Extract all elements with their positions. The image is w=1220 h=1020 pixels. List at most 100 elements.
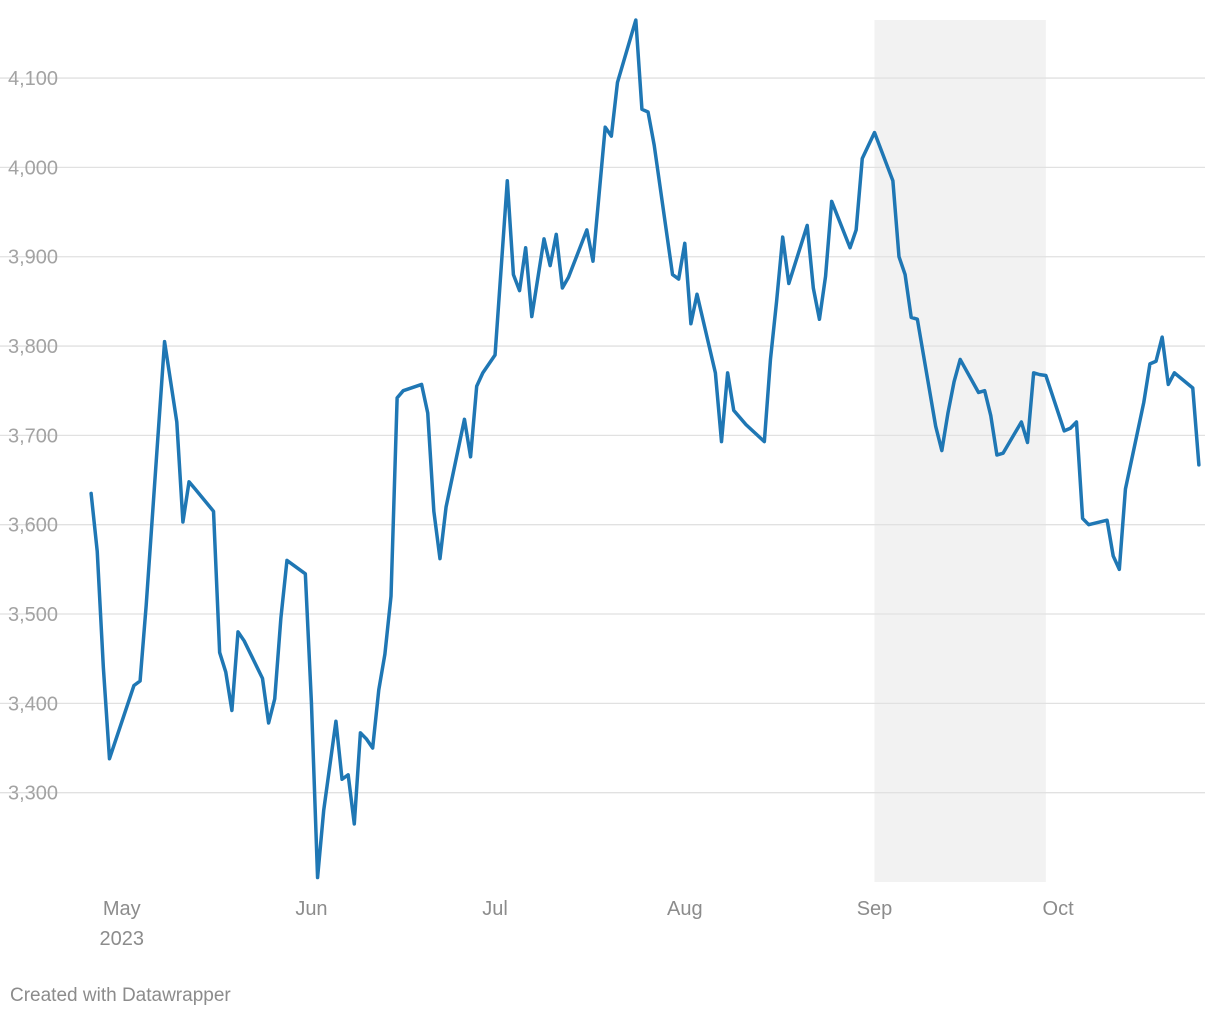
data-point <box>1197 463 1201 467</box>
data-point <box>860 156 864 160</box>
data-point <box>805 223 809 227</box>
credit-text: Created with Datawrapper <box>10 985 231 1006</box>
data-point <box>1087 523 1091 527</box>
data-point <box>316 876 320 880</box>
data-point <box>505 179 509 183</box>
data-point <box>744 423 748 427</box>
data-point <box>713 371 717 375</box>
data-point <box>371 746 375 750</box>
data-point <box>426 411 430 415</box>
data-point <box>983 389 987 393</box>
data-point <box>144 603 148 607</box>
data-point <box>462 417 466 421</box>
data-point <box>132 683 136 687</box>
data-point <box>1032 371 1036 375</box>
data-point <box>542 237 546 241</box>
data-point <box>1081 516 1085 520</box>
data-point <box>720 440 724 444</box>
data-point <box>817 317 821 321</box>
line-chart: 3,300 3,400 3,500 3,600 3,700 3,800 3,900 4,000… <box>0 18 1205 950</box>
data-point <box>242 639 246 643</box>
y-tick-label: 3,900 <box>8 247 58 269</box>
data-point <box>848 246 852 250</box>
data-point <box>524 246 528 250</box>
data-point <box>683 241 687 245</box>
data-point <box>1160 335 1164 339</box>
data-point <box>1062 429 1066 433</box>
data-point <box>340 777 344 781</box>
data-point <box>1026 441 1030 445</box>
data-point <box>1123 487 1127 491</box>
data-point <box>352 822 356 826</box>
y-tick-label: 3,400 <box>8 693 58 715</box>
data-point <box>1191 386 1195 390</box>
data-point <box>101 666 105 670</box>
data-point <box>560 286 564 290</box>
data-point <box>218 650 222 654</box>
x-tick-label: Jun <box>295 898 327 920</box>
data-point <box>566 275 570 279</box>
series-line <box>89 18 1201 880</box>
data-point <box>903 273 907 277</box>
data-point <box>1142 400 1146 404</box>
data-point <box>181 520 185 524</box>
data-point <box>609 134 613 138</box>
data-point <box>591 259 595 263</box>
data-point <box>481 371 485 375</box>
data-point <box>946 411 950 415</box>
data-point <box>652 143 656 147</box>
data-point <box>138 679 142 683</box>
data-point <box>493 353 497 357</box>
data-point <box>677 277 681 281</box>
data-point <box>1038 373 1042 377</box>
data-point <box>395 396 399 400</box>
data-point <box>322 809 326 813</box>
x-tick-label: Sep <box>857 898 893 920</box>
data-point <box>781 235 785 239</box>
data-point <box>224 670 228 674</box>
data-point <box>89 491 93 495</box>
x-tick-label: May <box>103 898 141 920</box>
data-point <box>383 652 387 656</box>
data-point <box>444 505 448 509</box>
data-point <box>934 424 938 428</box>
data-point <box>909 315 913 319</box>
data-point <box>1068 426 1072 430</box>
data-point <box>1111 554 1115 558</box>
data-point <box>726 371 730 375</box>
data-point <box>989 414 993 418</box>
y-tick-label: 3,800 <box>8 336 58 358</box>
data-point <box>1044 374 1048 378</box>
x-tick-label: Jul <box>482 898 508 920</box>
data-point <box>377 688 381 692</box>
data-point <box>585 228 589 232</box>
data-point <box>279 616 283 620</box>
data-point <box>236 630 240 634</box>
data-point <box>811 286 815 290</box>
data-point <box>420 382 424 386</box>
data-point <box>365 737 369 741</box>
data-point <box>695 292 699 296</box>
data-point <box>548 264 552 268</box>
data-point <box>1117 567 1121 571</box>
data-point <box>193 487 197 491</box>
data-point <box>775 299 779 303</box>
data-point <box>95 549 99 553</box>
data-point <box>762 440 766 444</box>
y-tick-label: 3,700 <box>8 425 58 447</box>
data-point <box>163 340 167 344</box>
data-point <box>358 731 362 735</box>
data-point <box>475 384 479 388</box>
data-point <box>897 255 901 259</box>
data-point <box>107 757 111 761</box>
data-point <box>915 317 919 321</box>
x-tick-sublabel: 2023 <box>99 928 144 950</box>
data-point <box>309 701 313 705</box>
data-point <box>389 594 393 598</box>
data-point <box>1166 382 1170 386</box>
data-point <box>1001 451 1005 455</box>
y-tick-label: 4,000 <box>8 157 58 179</box>
x-tick-label: Oct <box>1043 898 1075 920</box>
y-gridlines <box>0 77 1205 794</box>
data-point <box>671 273 675 277</box>
